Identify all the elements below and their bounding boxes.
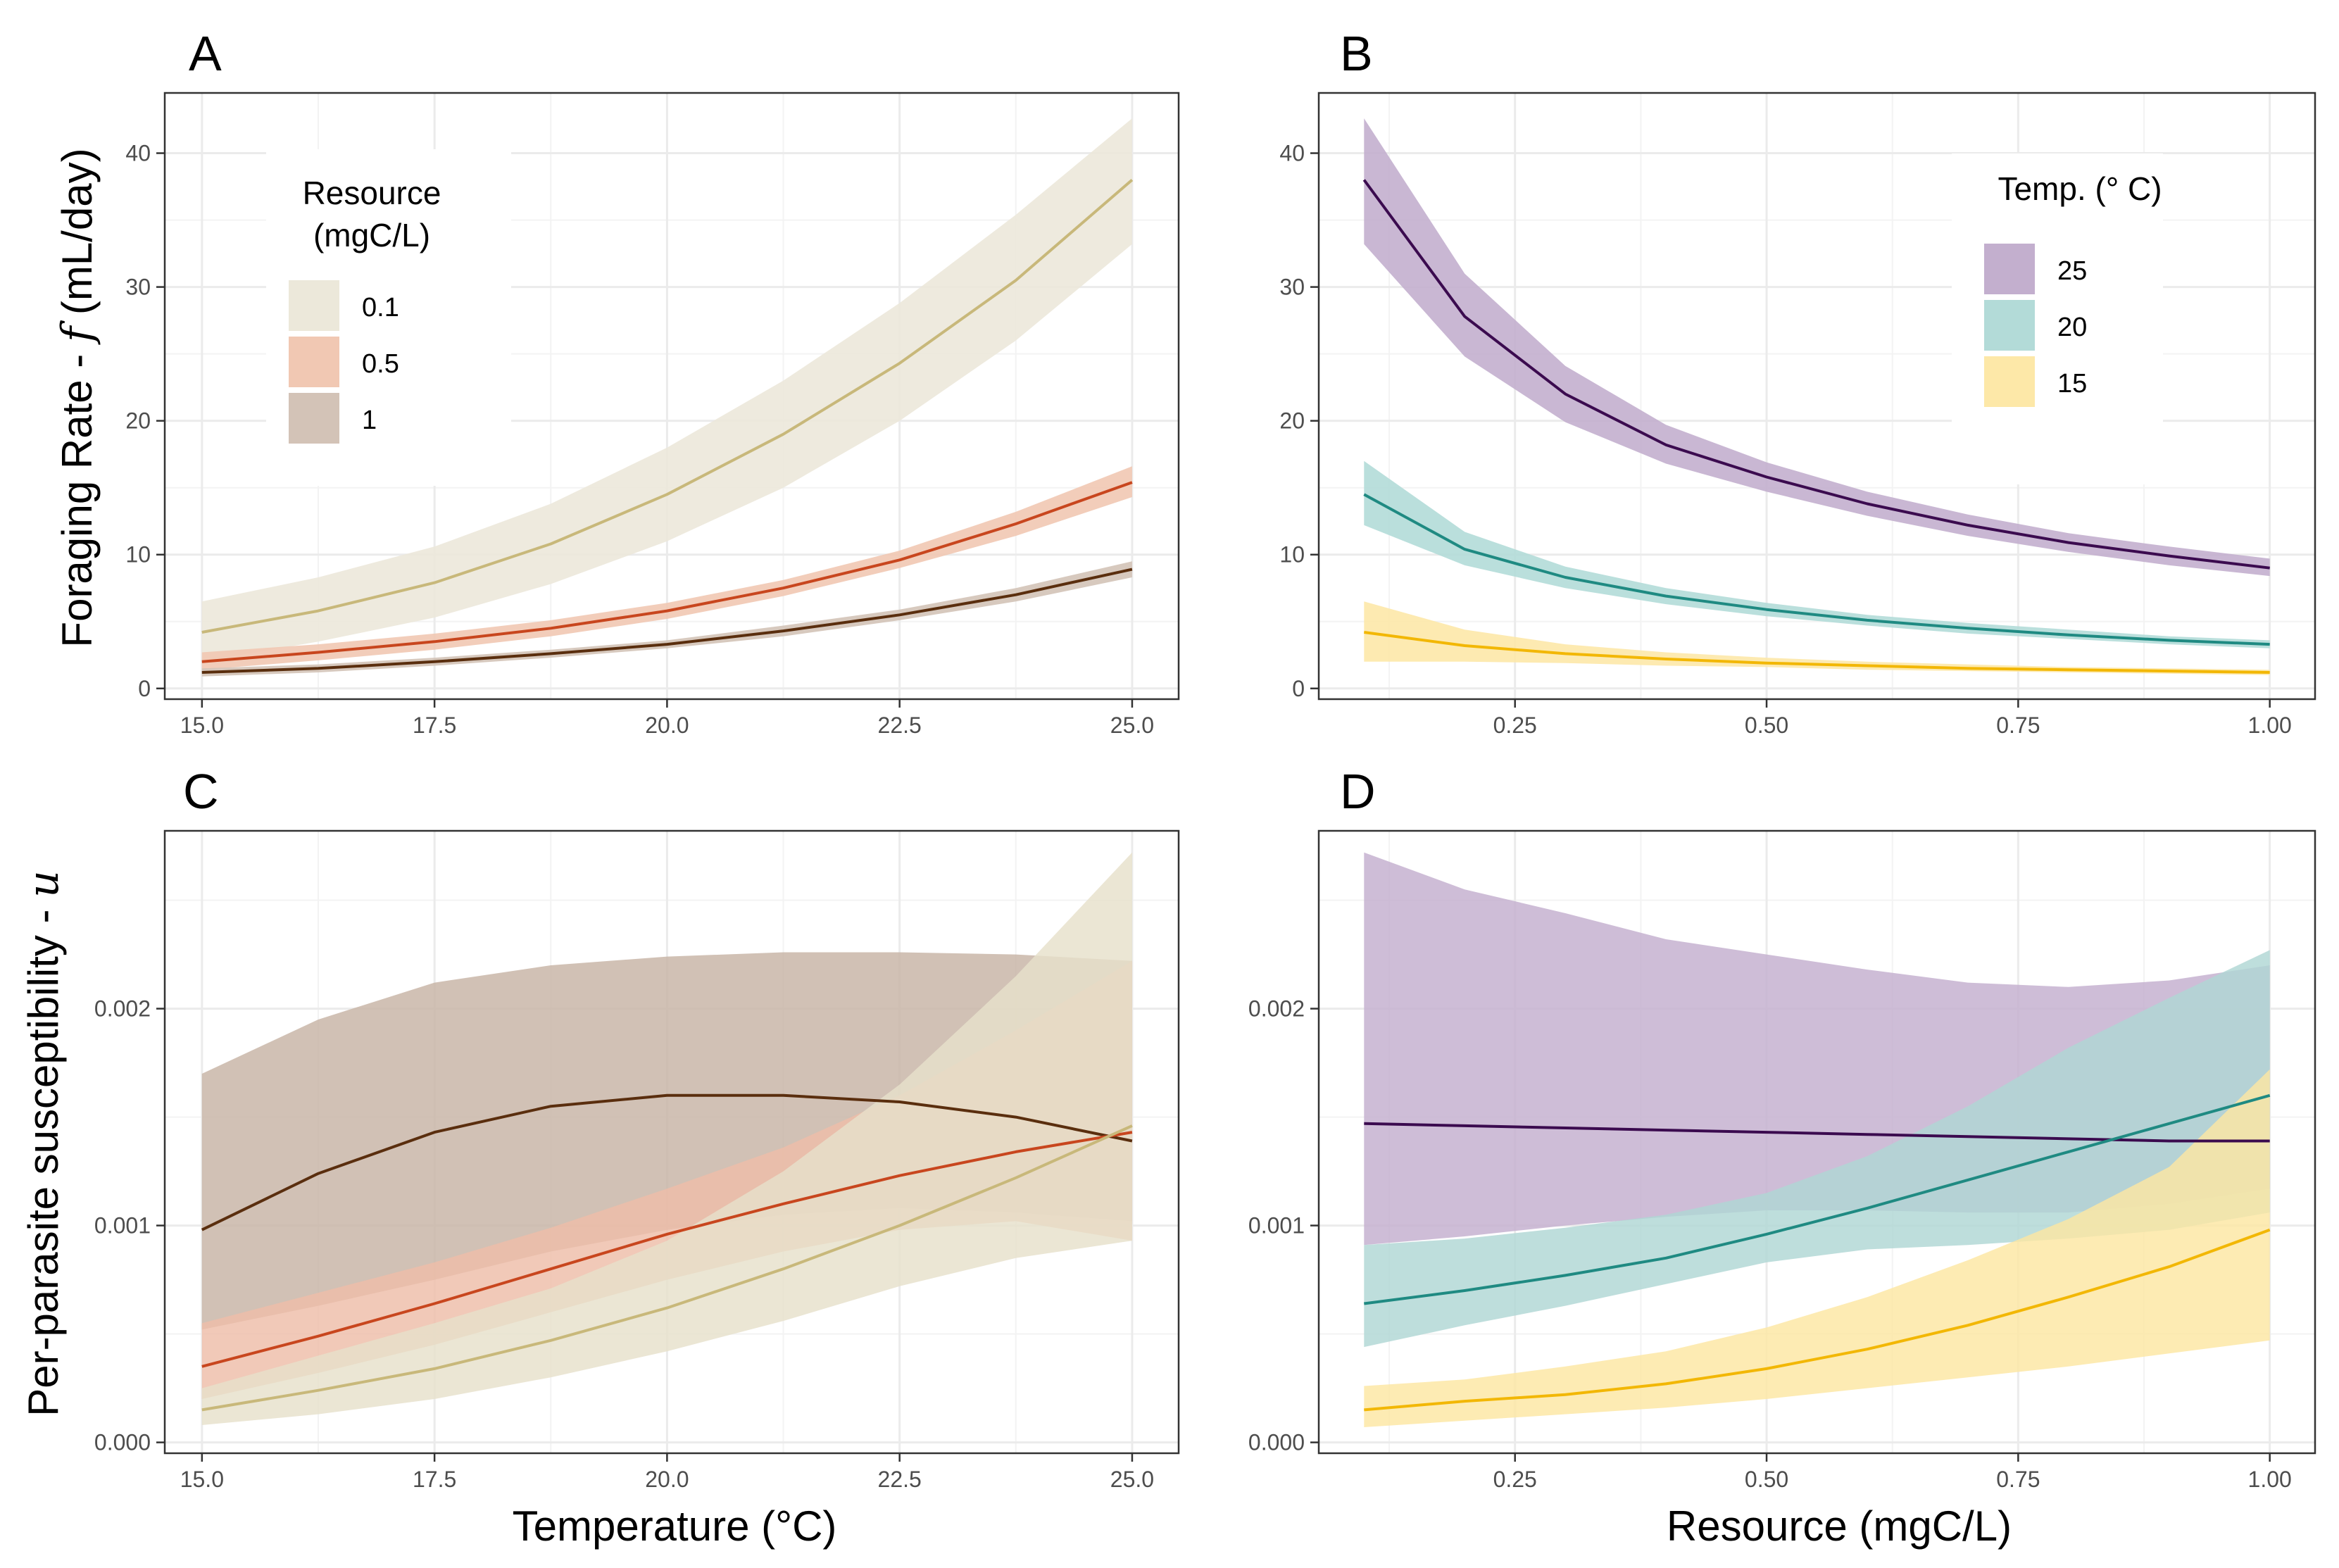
legend-label-20: 20 [2057,313,2087,342]
y-tick-label-d: 0.000 [1248,1430,1305,1455]
series-line-a-0-1 [201,178,1134,634]
x-tick-label-a: 20.0 [645,713,689,738]
x-tick-label-b: 0.50 [1745,713,1788,738]
ci-band-b-15 [1364,601,2270,675]
x-tick-label-b: 1.00 [2248,713,2292,738]
panel-border-d [1317,829,2316,1455]
series-line-b-20 [1363,493,2270,646]
y-tick-label-c: 0.000 [94,1430,151,1455]
panel-d: 0.25 0.50 0.75 1.00 0.000 0.001 0.002 [1248,829,2316,1492]
series-line-c-0-5 [201,1131,1133,1368]
legend-temperature: Temp. (° C) 25 20 15 [1952,153,2163,484]
panel-letter-c: C [183,764,219,819]
y-tick-label-a: 40 [125,141,151,166]
x-tick-label-c: 15.0 [180,1467,224,1492]
x-tick-label-b: 0.25 [1493,713,1537,738]
ci-band-a-0-1 [201,118,1132,662]
series-line-d-20 [1364,1093,2271,1305]
y-tick-label-b: 10 [1279,542,1305,567]
legend-key-1 [289,393,339,444]
panel-border-b [1317,92,2316,701]
series-line-d-15 [1364,1228,2271,1412]
x-tick-label-c: 20.0 [645,1467,689,1492]
x-tick-label-d: 0.50 [1745,1467,1788,1492]
legend-temperature-title: Temp. (° C) [1998,170,2162,207]
legend-resource-title-line2: (mgC/L) [313,217,430,253]
legend-key-20 [1984,300,2035,351]
x-tick-label-c: 17.5 [413,1467,456,1492]
ci-band-d-15 [1364,1069,2270,1427]
x-tick-label-a: 25.0 [1110,713,1154,738]
series-line-a-1 [201,567,1133,674]
x-tick-label-a: 22.5 [878,713,922,738]
y-tick-label-a: 20 [125,408,151,434]
y-tick-label-c: 0.001 [94,1213,151,1238]
x-tick-label-c: 22.5 [878,1467,922,1492]
y-tick-label-d: 0.002 [1248,996,1305,1022]
ci-band-c-1 [201,952,1132,1330]
legend-key-25 [1984,244,2035,294]
x-tick-label-a: 15.0 [180,713,224,738]
ci-band-c-0-5 [201,960,1132,1399]
panel-c: 15.0 17.5 20.0 22.5 25.0 0.000 0.001 0.002 [94,829,1180,1492]
x-tick-label-d: 0.25 [1493,1467,1537,1492]
y-axis-title-top: Foraging Rate - f (mL/day) [53,148,102,647]
series-line-b-15 [1364,631,2270,674]
legend-key-15 [1984,356,2035,407]
panel-letter-d: D [1340,764,1376,819]
x-tick-label-b: 0.75 [1996,713,2040,738]
series-line-c-1 [201,1093,1133,1231]
legend-label-0-1: 0.1 [362,293,399,322]
ci-band-c-0-1 [201,852,1132,1425]
y-tick-label-a: 0 [138,676,151,701]
legend-label-0-5: 0.5 [362,349,399,379]
ci-band-b-25 [1364,118,2270,577]
y-tick-label-b: 0 [1292,676,1305,701]
series-line-d-25 [1364,1122,2270,1143]
panel-border-a [163,92,1180,701]
y-tick-label-b: 40 [1279,141,1305,166]
y-tick-label-b: 20 [1279,408,1305,434]
ci-band-a-0-5 [201,466,1132,670]
panel-letter-a: A [189,26,222,81]
ci-band-b-20 [1364,460,2270,648]
legend-label-1: 1 [362,406,377,435]
y-tick-label-c: 0.002 [94,996,151,1022]
legend-resource-title-line1: Resource [303,175,441,211]
legend-key-0-5 [289,337,339,387]
x-tick-label-a: 17.5 [413,713,456,738]
y-tick-label-b: 30 [1279,275,1305,300]
panel-letter-b: B [1340,26,1373,81]
x-axis-title-temperature: Temperature (°C) [513,1503,837,1550]
x-tick-label-c: 25.0 [1110,1467,1154,1492]
x-tick-label-d: 1.00 [2248,1467,2292,1492]
legend-label-25: 25 [2057,256,2087,286]
legend-key-0-1 [289,280,339,331]
panel-b: 0.25 0.50 0.75 1.00 0 10 20 30 40 [1279,92,2316,738]
series-line-c-0-1 [201,1124,1133,1412]
x-axis-title-resource: Resource (mgC/L) [1667,1503,2012,1550]
series-line-a-0-5 [201,481,1133,663]
y-tick-label-a: 30 [125,275,151,300]
ci-band-d-20 [1364,950,2270,1348]
legend-label-15: 15 [2057,369,2087,399]
x-tick-label-d: 0.75 [1996,1467,2040,1492]
panel-border-c [163,829,1180,1455]
y-axis-title-bottom: Per-parasite susceptibility - u [19,870,68,1417]
y-tick-label-a: 10 [125,542,151,567]
y-tick-label-d: 0.001 [1248,1213,1305,1238]
series-line-b-25 [1362,179,2270,570]
legend-resource: Resource (mgC/L) 0.1 0.5 1 [266,149,511,486]
